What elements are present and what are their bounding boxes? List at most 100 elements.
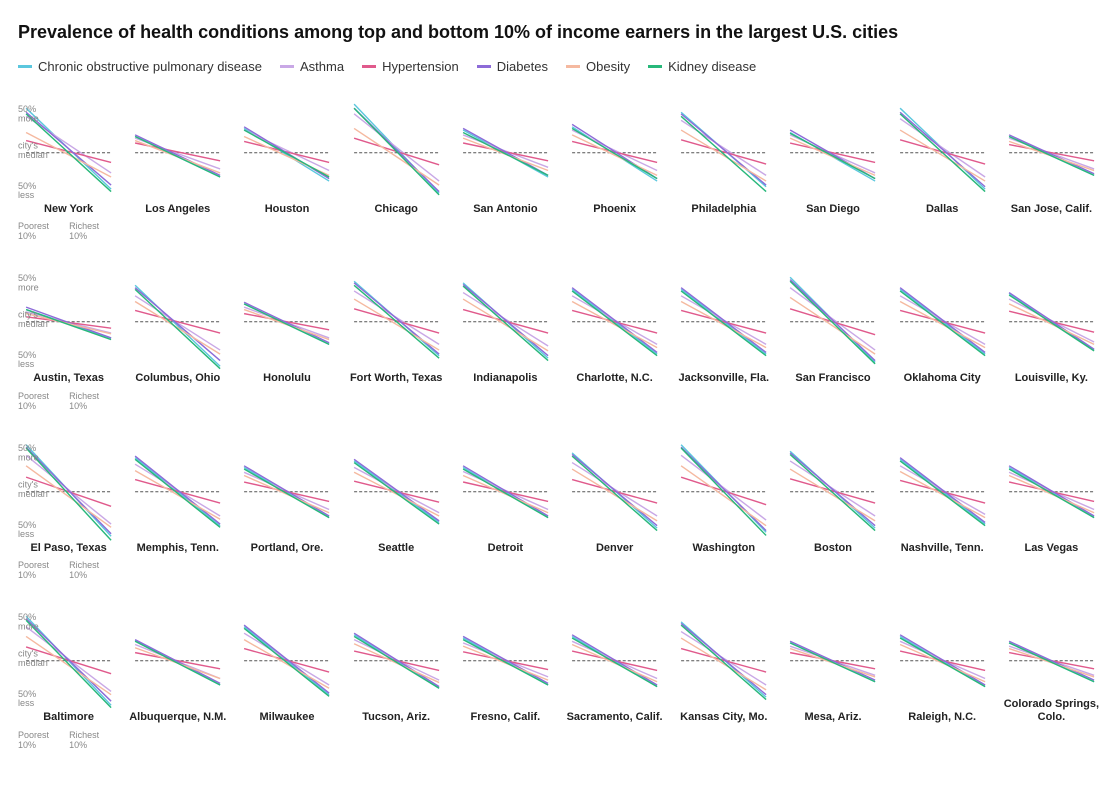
x-axis-left-label: Poorest 10% (18, 391, 69, 411)
series-line-kidney (244, 629, 329, 697)
series-line-obesity (354, 128, 439, 185)
legend-item: Diabetes (477, 59, 548, 74)
panel: Dallas (892, 92, 993, 213)
series-line-diabetes (1009, 135, 1094, 174)
series-line-kidney (463, 287, 548, 361)
panel-svg (455, 92, 556, 213)
y-axis-bottom-label: less (18, 190, 35, 200)
panel-svg (127, 92, 228, 213)
panel-svg (346, 431, 447, 552)
panel: Albuquerque, N.M. (127, 600, 228, 721)
panel: 50%morecity'smedian50%lessBaltimorePoore… (18, 600, 119, 721)
x-axis-labels: Poorest 10%Richest 10% (18, 730, 119, 750)
series-line-obesity (354, 299, 439, 350)
series-line-kidney (681, 291, 766, 356)
x-axis-right-label: Richest 10% (69, 221, 119, 241)
panel: Honolulu (236, 261, 337, 382)
panel: Columbus, Ohio (127, 261, 228, 382)
panel-svg (236, 600, 337, 721)
series-line-diabetes (244, 303, 329, 343)
panel: Fort Worth, Texas (346, 261, 447, 382)
series-line-kidney (354, 108, 439, 195)
series-line-kidney (900, 461, 985, 526)
series-line-diabetes (790, 280, 875, 361)
panel-svg (673, 600, 774, 721)
panel: Detroit (455, 431, 556, 552)
panel: Nashville, Tenn. (892, 431, 993, 552)
series-line-obesity (790, 298, 875, 355)
series-line-obesity (681, 302, 766, 348)
y-axis-top-label: more (18, 452, 39, 462)
panel-svg: 50%morecity'smedian50%less (18, 92, 119, 213)
panel-svg (673, 431, 774, 552)
panel-svg (346, 600, 447, 721)
series-line-kidney (900, 638, 985, 687)
series-line-diabetes (572, 454, 657, 525)
series-line-kidney (244, 469, 329, 518)
series-line-obesity (135, 471, 220, 520)
panel-svg (782, 261, 883, 382)
series-line-diabetes (354, 459, 439, 521)
y-axis-median-label: median (18, 150, 48, 160)
series-line-kidney (1009, 295, 1094, 351)
panel-svg (1001, 261, 1102, 382)
panel-svg (455, 431, 556, 552)
panel: 50%morecity'smedian50%lessNew YorkPoores… (18, 92, 119, 213)
series-line-obesity (1009, 304, 1094, 344)
panel: Colorado Springs, Colo. (1001, 600, 1102, 721)
series-line-kidney (244, 130, 329, 177)
legend-swatch (362, 65, 376, 68)
series-line-diabetes (463, 637, 548, 684)
x-axis-left-label: Poorest 10% (18, 560, 69, 580)
legend-swatch (280, 65, 294, 68)
series-line-kidney (572, 128, 657, 178)
series-line-diabetes (354, 283, 439, 354)
x-axis-labels: Poorest 10%Richest 10% (18, 560, 119, 580)
series-line-kidney (790, 282, 875, 365)
series-line-obesity (681, 466, 766, 526)
panel-svg (127, 600, 228, 721)
panel-svg (455, 261, 556, 382)
panel-svg (127, 261, 228, 382)
panel-svg (892, 431, 993, 552)
panel: Denver (564, 431, 665, 552)
x-axis-right-label: Richest 10% (69, 391, 119, 411)
panel: Oklahoma City (892, 261, 993, 382)
panel: Washington (673, 431, 774, 552)
panel-svg (892, 261, 993, 382)
series-line-obesity (900, 471, 985, 517)
legend-item: Chronic obstructive pulmonary disease (18, 59, 262, 74)
panel: Fresno, Calif. (455, 600, 556, 721)
panel: Tucson, Ariz. (346, 600, 447, 721)
series-line-diabetes (1009, 466, 1094, 516)
panel-svg (564, 600, 665, 721)
series-line-kidney (572, 456, 657, 530)
panel-svg (782, 431, 883, 552)
series-line-obesity (790, 138, 875, 175)
series-line-diabetes (681, 114, 766, 185)
series-line-obesity (572, 469, 657, 521)
series-line-asthma (900, 119, 985, 177)
series-line-diabetes (900, 112, 985, 186)
series-line-kidney (572, 638, 657, 687)
series-line-diabetes (354, 634, 439, 687)
legend-item: Obesity (566, 59, 630, 74)
series-line-kidney (463, 640, 548, 685)
series-line-obesity (135, 302, 220, 355)
y-axis-bottom-label: less (18, 360, 35, 370)
series-line-kidney (135, 137, 220, 177)
panel: 50%morecity'smedian50%lessAustin, TexasP… (18, 261, 119, 382)
legend-swatch (477, 65, 491, 68)
panel: Memphis, Tenn. (127, 431, 228, 552)
panel-svg (564, 431, 665, 552)
series-line-diabetes (790, 453, 875, 526)
x-axis-labels: Poorest 10%Richest 10% (18, 221, 119, 241)
series-line-kidney (135, 459, 220, 527)
panel: Chicago (346, 92, 447, 213)
panel: Houston (236, 92, 337, 213)
panel-svg (1001, 92, 1102, 213)
y-axis-top-label: more (18, 622, 39, 632)
x-axis-left-label: Poorest 10% (18, 221, 69, 241)
small-multiples-grid: 50%morecity'smedian50%lessNew YorkPoores… (18, 92, 1102, 722)
panel: Mesa, Ariz. (782, 600, 883, 721)
